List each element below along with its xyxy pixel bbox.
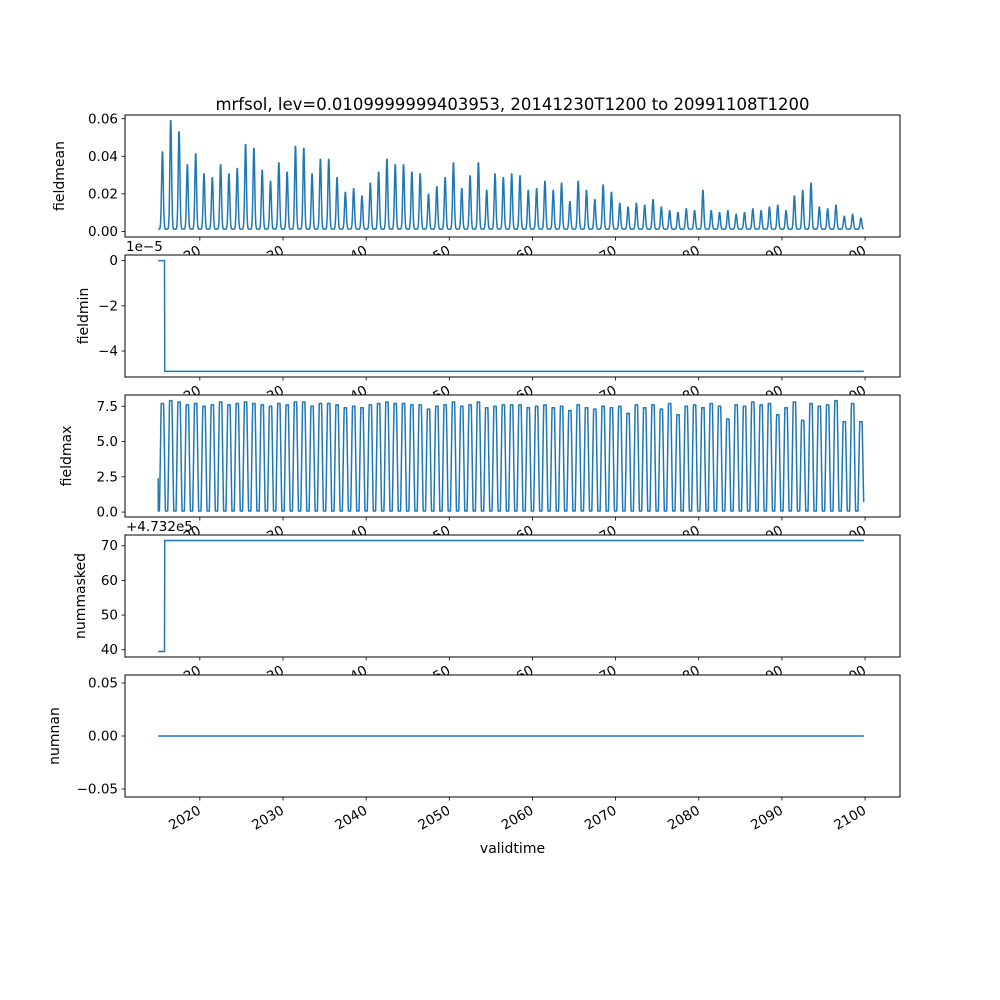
svg-text:2070: 2070 bbox=[582, 803, 620, 834]
axes-background bbox=[125, 535, 900, 657]
svg-text:40: 40 bbox=[101, 642, 118, 658]
subplot-fieldmin: 0−2−420202030204020502060207020802090210… bbox=[76, 239, 901, 414]
axes-spines bbox=[124, 254, 901, 378]
svg-text:0.00: 0.00 bbox=[88, 224, 118, 240]
svg-text:7.5: 7.5 bbox=[97, 399, 118, 415]
fieldmean-series-line bbox=[157, 120, 864, 230]
subplot-numnan: −0.05 0.00 0.05 2020 2030 2040 2050 2060 2070 208… bbox=[47, 674, 901, 834]
chart-title: mrfsol, lev=0.0109999999403953, 20141230… bbox=[215, 95, 810, 114]
subplot-nummasked: 4050607020202030204020502060207020802090… bbox=[73, 519, 901, 694]
subplot-fieldmean: 0.000.020.040.06202020302040205020602070… bbox=[52, 111, 901, 274]
svg-text:2040: 2040 bbox=[332, 803, 370, 834]
x-tick-labels: 2020 2030 2040 2050 2060 2070 2080 2090 2100 bbox=[166, 797, 869, 834]
y-tick-labels: 0.0 2.5 5.0 7.5 bbox=[97, 399, 125, 521]
svg-text:2030: 2030 bbox=[249, 803, 287, 834]
svg-text:0.05: 0.05 bbox=[88, 675, 118, 691]
svg-text:2050: 2050 bbox=[416, 803, 454, 834]
fieldmin-ylabel: fieldmin bbox=[76, 288, 92, 345]
svg-text:2100: 2100 bbox=[831, 803, 869, 834]
svg-text:0.04: 0.04 bbox=[88, 149, 118, 165]
svg-text:2080: 2080 bbox=[665, 803, 703, 834]
svg-text:2090: 2090 bbox=[748, 803, 786, 834]
svg-text:0.06: 0.06 bbox=[88, 111, 118, 127]
numnan-ylabel: numnan bbox=[47, 707, 63, 765]
y-tick-labels: 0.00 0.02 0.04 0.06 bbox=[88, 111, 125, 240]
axes-spines bbox=[124, 114, 901, 238]
axes-spines bbox=[124, 394, 901, 518]
y-tick-labels: 40 50 60 70 bbox=[101, 538, 125, 658]
svg-text:60: 60 bbox=[101, 573, 118, 589]
fieldmax-series-line bbox=[157, 399, 865, 512]
svg-text:0.02: 0.02 bbox=[88, 186, 118, 202]
svg-text:2020: 2020 bbox=[166, 803, 204, 834]
svg-text:5.0: 5.0 bbox=[97, 434, 118, 450]
svg-text:0.0: 0.0 bbox=[97, 505, 118, 521]
svg-text:−4: −4 bbox=[98, 344, 118, 360]
fieldmax-ylabel: fieldmax bbox=[59, 426, 75, 487]
x-axis-label: validtime bbox=[479, 841, 546, 857]
svg-text:0: 0 bbox=[109, 253, 118, 269]
y-tick-labels: 0 −2 −4 bbox=[98, 253, 125, 360]
y-tick-labels: −0.05 0.00 0.05 bbox=[77, 675, 125, 798]
nummasked-offset-text: +4.732e5 bbox=[126, 519, 193, 535]
nummasked-series-line bbox=[158, 539, 864, 653]
fieldmin-offset-text: 1e−5 bbox=[126, 239, 163, 255]
svg-text:0.00: 0.00 bbox=[88, 729, 118, 745]
svg-text:2.5: 2.5 bbox=[97, 469, 118, 485]
svg-text:−2: −2 bbox=[98, 298, 118, 314]
svg-text:70: 70 bbox=[101, 538, 118, 554]
svg-text:50: 50 bbox=[101, 608, 118, 624]
svg-text:2060: 2060 bbox=[499, 803, 537, 834]
fieldmin-series-line bbox=[158, 259, 864, 373]
svg-text:−0.05: −0.05 bbox=[77, 782, 118, 798]
axes-spines bbox=[124, 534, 901, 658]
nummasked-ylabel: nummasked bbox=[73, 553, 89, 639]
fieldmean-ylabel: fieldmean bbox=[52, 141, 68, 211]
axes-background bbox=[125, 255, 900, 377]
